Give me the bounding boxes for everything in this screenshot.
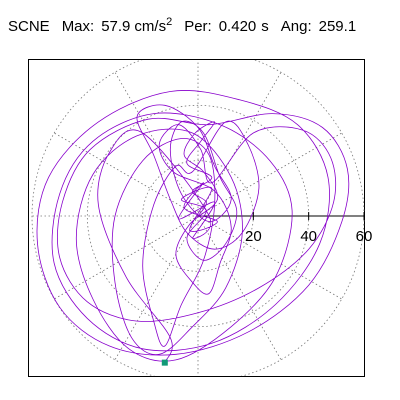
grid-spoke-60 xyxy=(197,72,282,217)
angle-value: 259.1 xyxy=(318,18,357,35)
station-code: SCNE xyxy=(8,18,50,35)
orbit-series-line xyxy=(36,90,350,363)
chart-header: SCNE Max: 57.9 cm/s2 Per: 0.420 s Ang: 259.1 xyxy=(8,16,357,35)
period-unit: s xyxy=(261,18,269,35)
max-value: 57.9 xyxy=(101,18,131,35)
max-unit-exponent: 2 xyxy=(166,16,173,28)
radial-tick-label: 20 xyxy=(245,228,262,245)
grid-spoke-150 xyxy=(54,132,199,217)
radial-tick-label: 40 xyxy=(300,228,317,245)
angle-label: Ang: xyxy=(280,18,312,35)
orbit-trace xyxy=(36,90,350,366)
grid-spoke-240 xyxy=(114,215,199,360)
grid-spoke-120 xyxy=(114,72,199,217)
max-label: Max: xyxy=(61,18,95,35)
radial-tick-label: 60 xyxy=(356,228,373,245)
radial-tick-labels: 20 40 60 xyxy=(245,212,372,245)
period-value: 0.420 xyxy=(218,18,257,35)
max-unit: cm/s xyxy=(134,18,167,35)
end-point-marker xyxy=(161,359,168,366)
period-label: Per: xyxy=(184,18,212,35)
